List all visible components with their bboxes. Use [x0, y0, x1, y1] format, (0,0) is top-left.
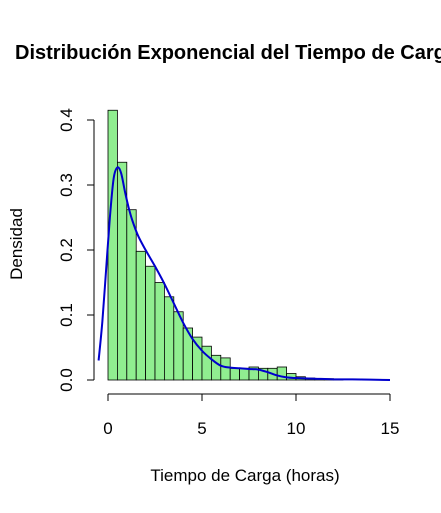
y-tick-label: 0.1 — [57, 303, 76, 327]
y-tick-label: 0.4 — [57, 108, 76, 132]
histogram-bar — [192, 336, 203, 381]
histogram-bar — [239, 367, 250, 381]
x-axis: 0 5 10 15 — [103, 393, 400, 438]
y-axis-label: Densidad — [7, 208, 26, 280]
y-tick-label: 0.0 — [57, 368, 76, 392]
histogram-bar — [163, 296, 175, 381]
histogram-bar — [107, 109, 118, 381]
histogram-bar — [145, 265, 156, 381]
histogram-bar — [154, 282, 165, 381]
histogram-bar — [126, 209, 137, 381]
y-tick-label: 0.3 — [57, 173, 76, 197]
histogram-bar — [229, 367, 240, 381]
x-axis-label: Tiempo de Carga (horas) — [150, 466, 339, 485]
x-tick-label: 15 — [381, 419, 400, 438]
chart-title: Distribución Exponencial del Tiempo de C… — [15, 42, 441, 64]
histogram-bar — [135, 250, 146, 381]
density-curve — [97, 166, 391, 381]
x-tick-label: 10 — [287, 419, 306, 438]
x-tick-label: 5 — [197, 419, 206, 438]
histogram-bar — [220, 357, 231, 381]
histogram-bar — [210, 354, 222, 381]
x-tick-label: 0 — [103, 419, 112, 438]
y-tick-label: 0.2 — [57, 238, 76, 262]
y-axis: 0.0 0.1 0.2 0.3 0.4 — [57, 108, 95, 392]
